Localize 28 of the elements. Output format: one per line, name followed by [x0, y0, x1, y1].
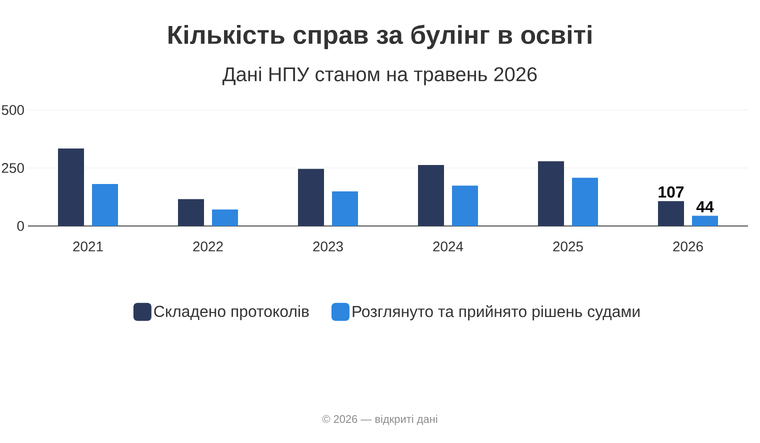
- x-tick-label: 2022: [193, 242, 223, 252]
- x-tick-label: 2026: [673, 242, 703, 252]
- x-tick-label: 2023: [313, 242, 343, 252]
- bar: [92, 184, 118, 226]
- legend-label: Розглянуто та прийнято рішень судами: [352, 305, 640, 320]
- bar: [58, 148, 84, 226]
- bar: [572, 178, 598, 226]
- x-tick-label: 2025: [553, 242, 583, 252]
- bar: [538, 161, 564, 226]
- bar: [178, 199, 204, 226]
- chart-subtitle: Дані НПУ станом на травень 2026: [222, 66, 537, 86]
- chart-title: Кількість справ за булінг в освіті: [168, 24, 592, 50]
- y-tick-label: 250: [2, 163, 24, 173]
- bar: [298, 168, 324, 226]
- bar: [212, 210, 238, 226]
- y-tick-label: 0: [17, 221, 24, 231]
- bar: [332, 191, 358, 226]
- bar: [692, 216, 718, 226]
- data-label: 44: [696, 201, 714, 212]
- text: © 2026 — відкриті дані: [322, 414, 438, 426]
- x-tick-label: 2024: [433, 242, 464, 252]
- legend-label: Складено протоколів: [154, 305, 309, 320]
- bar: [452, 186, 478, 226]
- y-tick-label: 500: [2, 105, 24, 115]
- x-tick-label: 2021: [73, 242, 103, 252]
- bar: [418, 164, 444, 226]
- bar: [658, 201, 684, 226]
- data-label: 107: [658, 186, 684, 198]
